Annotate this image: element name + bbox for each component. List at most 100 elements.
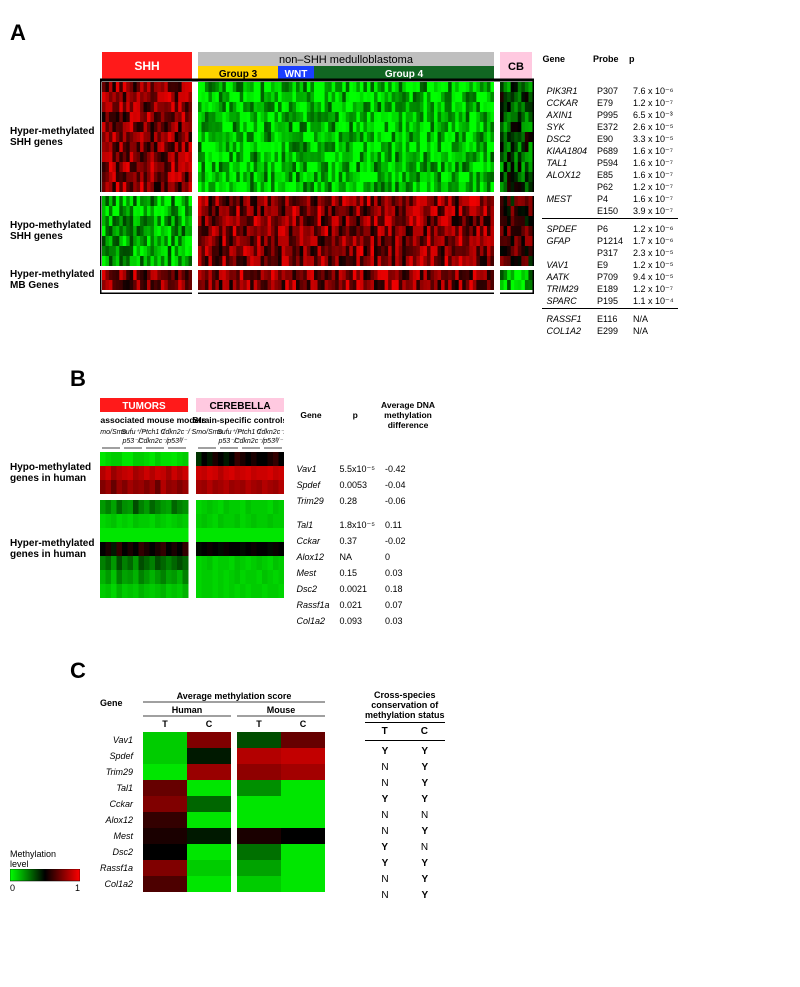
cell-d: 0.03 (381, 566, 439, 580)
p-value: N/A (629, 314, 678, 324)
gene-name (542, 206, 591, 216)
svg-text:CEREBELLA: CEREBELLA (210, 401, 271, 412)
gene-name: PIK3R1 (542, 86, 591, 96)
p-value: 1.2 x 10⁻⁷ (629, 284, 678, 294)
cell-d: -0.42 (381, 462, 439, 476)
legend-label: Methylation level (10, 849, 56, 869)
conserv-col-T: T (374, 725, 396, 738)
gene-name: GFAP (542, 236, 591, 246)
p-value: 6.5 x 10⁻³ (629, 110, 678, 120)
conserv-val: Y (413, 743, 436, 759)
gene-name: TAL1 (542, 158, 591, 168)
panel-c-label: C (70, 658, 86, 684)
conserv-val: Y (413, 871, 436, 887)
gene-name: Dsc2 (100, 844, 133, 860)
gene-name: KIAA1804 (542, 146, 591, 156)
conserv-val: Y (413, 823, 436, 839)
conserv-val: Y (413, 855, 436, 871)
svg-text:TUMORS: TUMORS (123, 401, 167, 412)
probe: E372 (593, 122, 627, 132)
panel-c: C GeneVav1SpdefTrim29Tal1CckarAlox12Mest… (10, 658, 790, 903)
cell-p: 0.28 (336, 494, 380, 508)
cell-gene: Mest (292, 566, 333, 580)
cell-d: 0.03 (381, 614, 439, 628)
panel-b-gene-table: GenepAverage DNA methylation differenceV… (290, 398, 441, 630)
conserv-val: Y (374, 791, 397, 807)
cell-gene: Rassf1a (292, 598, 333, 612)
svg-text:C: C (300, 719, 307, 729)
p-value: 1.6 x 10⁻⁷ (629, 158, 678, 168)
conserv-val: Y (373, 839, 396, 855)
p-value: 1.2 x 10⁻⁵ (629, 260, 678, 270)
methylation-legend: Methylation level 0 1 (10, 849, 80, 893)
p-value: 9.4 x 10⁻⁵ (629, 272, 678, 282)
conserv-val: N (373, 887, 396, 903)
p-value: 1.6 x 10⁻⁷ (629, 146, 678, 156)
svg-text:SHH: SHH (135, 59, 160, 73)
probe: P1214 (593, 236, 627, 246)
cell-gene: Trim29 (292, 494, 333, 508)
cell-gene: Cckar (292, 534, 333, 548)
conserv-val: N (413, 839, 436, 855)
p-value: 1.6 x 10⁻⁷ (629, 170, 678, 180)
gene-name: Tal1 (100, 780, 133, 796)
gene-name: Mest (100, 828, 133, 844)
probe: P317 (593, 248, 627, 258)
svg-text:Group 4: Group 4 (385, 69, 424, 80)
probe: E79 (593, 98, 627, 108)
section-label: Hyper-methylated genes in human (10, 500, 94, 598)
conserv-val: N (373, 871, 396, 887)
svg-text:Cdkn2c⁻/⁻: Cdkn2c⁻/⁻ (161, 429, 195, 436)
cell-p: 1.8x10⁻⁵ (336, 518, 380, 532)
p-value: 3.9 x 10⁻⁷ (629, 206, 678, 216)
conserv-val: Y (413, 791, 436, 807)
panel-b-heatmap: TUMORSCEREBELLAShh-associated mouse mode… (100, 398, 284, 600)
gene-name: RASSF1 (542, 314, 591, 324)
cell-d: 0 (381, 550, 439, 564)
gene-name: SPDEF (542, 224, 591, 234)
probe: P195 (593, 296, 627, 306)
gene-name: SYK (542, 122, 591, 132)
section-label: Hyper-methylated SHH genes (10, 82, 94, 192)
panel-a-label: A (10, 20, 26, 46)
svg-text:C: C (206, 719, 213, 729)
panel-b-side-labels: Hypo-methylated genes in humanHyper-meth… (10, 452, 94, 598)
gene-name: COL1A2 (542, 326, 591, 336)
gene-name: Col1a2 (100, 876, 133, 892)
svg-text:T: T (162, 719, 168, 729)
svg-text:Strain-specific controls: Strain-specific controls (193, 415, 284, 425)
gene-name: Vav1 (100, 732, 133, 748)
gene-name: Trim29 (100, 764, 133, 780)
conserv-val: N (413, 807, 436, 823)
svg-text:Mouse: Mouse (267, 705, 296, 715)
probe: E299 (593, 326, 627, 336)
gene-name: VAV1 (542, 260, 591, 270)
probe: E116 (593, 314, 627, 324)
p-value: 2.6 x 10⁻⁵ (629, 122, 678, 132)
cell-d: 0.18 (381, 582, 439, 596)
gene-name (542, 182, 591, 192)
p-value: 1.1 x 10⁻⁴ (629, 296, 678, 306)
conserv-val: Y (413, 775, 436, 791)
conserv-col-C: C (413, 725, 436, 738)
gene-name: CCKAR (542, 98, 591, 108)
cell-p: NA (336, 550, 380, 564)
p-value: 1.6 x 10⁻⁷ (629, 194, 678, 204)
p-value: 3.3 x 10⁻⁵ (629, 134, 678, 144)
cell-p: 0.093 (336, 614, 380, 628)
cell-d: -0.06 (381, 494, 439, 508)
cell-p: 5.5x10⁻⁵ (336, 462, 380, 476)
probe: E150 (593, 206, 627, 216)
gene-name: ALOX12 (542, 170, 591, 180)
probe: P709 (593, 272, 627, 282)
svg-text:Human: Human (172, 705, 203, 715)
panel-a-heatmap: SHHnon–SHH medulloblastomaGroup 3WNTGrou… (100, 52, 534, 294)
probe: P62 (593, 182, 627, 192)
svg-text:T: T (256, 719, 262, 729)
probe: P995 (593, 110, 627, 120)
p-value: 1.2 x 10⁻⁷ (629, 182, 678, 192)
conserv-val: Y (374, 743, 397, 759)
cell-p: 0.0021 (336, 582, 380, 596)
panel-b-label: B (70, 366, 86, 392)
gene-name: AXIN1 (542, 110, 591, 120)
